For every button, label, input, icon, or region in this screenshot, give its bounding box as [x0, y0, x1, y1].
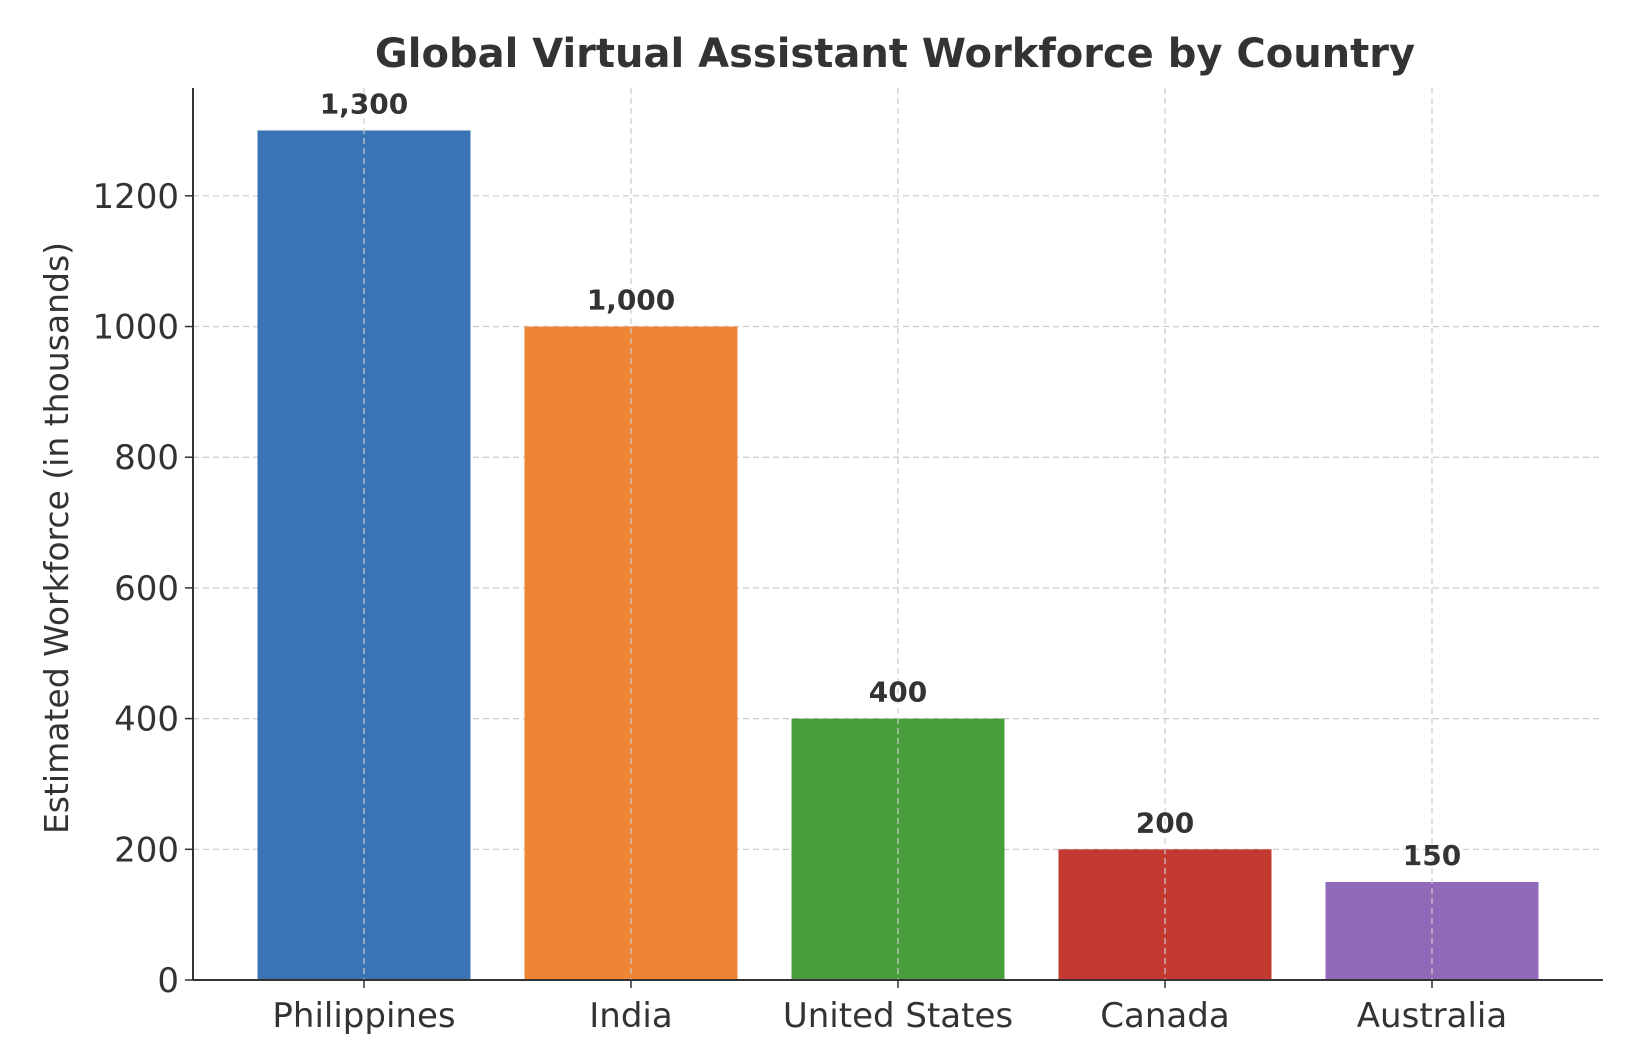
data-label: 1,000 [587, 284, 676, 317]
bars [257, 88, 1539, 980]
data-label: 1,300 [320, 87, 409, 120]
x-tick-label: Philippines [272, 996, 455, 1036]
y-tick-label: 200 [114, 830, 179, 870]
data-label: 200 [1136, 806, 1194, 839]
y-tick-label: 1200 [92, 177, 179, 217]
data-label: 400 [869, 676, 927, 709]
x-tick-label: India [589, 996, 672, 1036]
y-tick-label: 1000 [92, 308, 179, 348]
y-tick-label: 400 [114, 700, 179, 740]
y-axis-title: Estimated Workforce (in thousands) [37, 242, 76, 834]
y-tick-label: 800 [114, 438, 179, 478]
x-tick-label: Australia [1357, 996, 1507, 1036]
x-tick-label: Canada [1100, 996, 1229, 1036]
chart-title: Global Virtual Assistant Workforce by Co… [375, 31, 1415, 77]
x-tick-label: United States [783, 996, 1013, 1036]
labels: 0 200 400 600 800 1000 1200 Philippines 1,300 Ind… [92, 87, 1507, 1036]
y-tick-label: 0 [157, 961, 179, 1001]
y-tick-label: 600 [114, 569, 179, 609]
data-label: 150 [1403, 839, 1461, 872]
